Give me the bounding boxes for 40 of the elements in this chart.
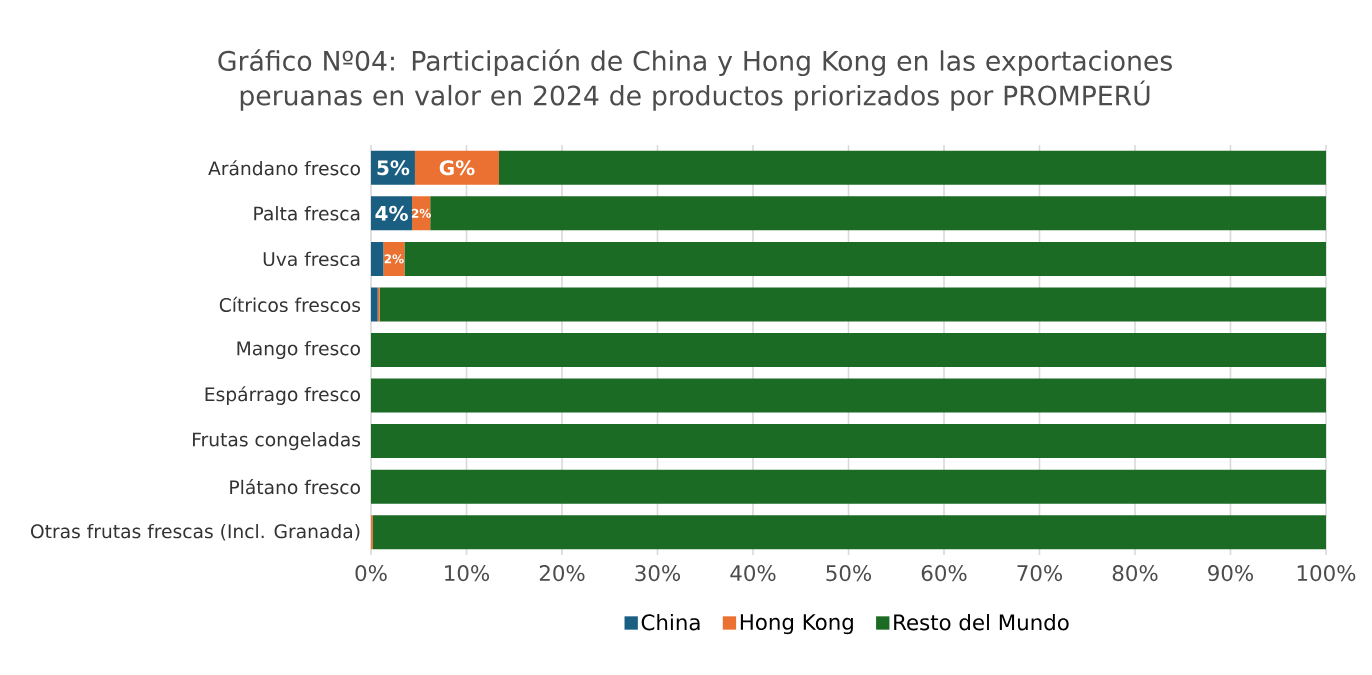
data-label: 5% <box>377 160 410 176</box>
y-tick-label: Otras frutas frescas (Incl. Granada) <box>31 523 360 541</box>
x-tick-label: 30% <box>635 565 681 582</box>
x-tick-label: 40% <box>730 565 776 582</box>
x-tick-label: 10% <box>445 565 490 582</box>
bar <box>430 196 1326 231</box>
legend-label: Resto del Mundo <box>894 613 1069 631</box>
bar <box>383 241 405 276</box>
legend-label: Hong Kong <box>740 614 853 635</box>
chart-title: Gráfico Nº04: Participación de China y Hong Kong en las exportaciones peruanas en valor en 2024 de productos priorizados por PROMPERÚ <box>218 49 1172 111</box>
y-tick-label: Frutas congeladas <box>193 432 361 451</box>
x-tick-label: 90% <box>1208 565 1254 582</box>
bar <box>414 150 499 185</box>
y-tick-label: Mango fresco <box>237 340 360 360</box>
data-label: G% <box>439 160 475 176</box>
y-tick-label: Uva fresca <box>263 251 360 267</box>
bar <box>498 150 1326 185</box>
x-tick-label: 50% <box>826 565 872 582</box>
x-tick-label: 20% <box>539 565 585 582</box>
bar <box>372 515 1326 550</box>
y-tick-label: Plátano fresco <box>230 479 360 495</box>
x-tick-label: 70% <box>1017 565 1063 582</box>
y-tick-label: Palta fresca <box>254 206 360 221</box>
bar <box>371 424 1326 459</box>
bar <box>379 287 1326 322</box>
bar <box>371 378 1326 413</box>
legend-label: China <box>641 613 700 631</box>
data-label: 4% <box>375 205 408 221</box>
x-tick-label: 100% <box>1297 565 1356 582</box>
bar <box>371 333 1326 367</box>
bar <box>404 241 1326 276</box>
bar <box>371 287 378 322</box>
data-label: 2% <box>384 254 404 264</box>
bar <box>371 469 1326 504</box>
x-tick-label: 0% <box>355 565 387 582</box>
y-tick-label: Cítricos frescos <box>219 296 361 313</box>
x-tick-label: 80% <box>1112 565 1158 582</box>
y-tick-label: Espárrago fresco <box>205 386 360 405</box>
x-tick-label: 60% <box>921 565 967 582</box>
y-tick-label: Arándano fresco <box>208 160 360 176</box>
